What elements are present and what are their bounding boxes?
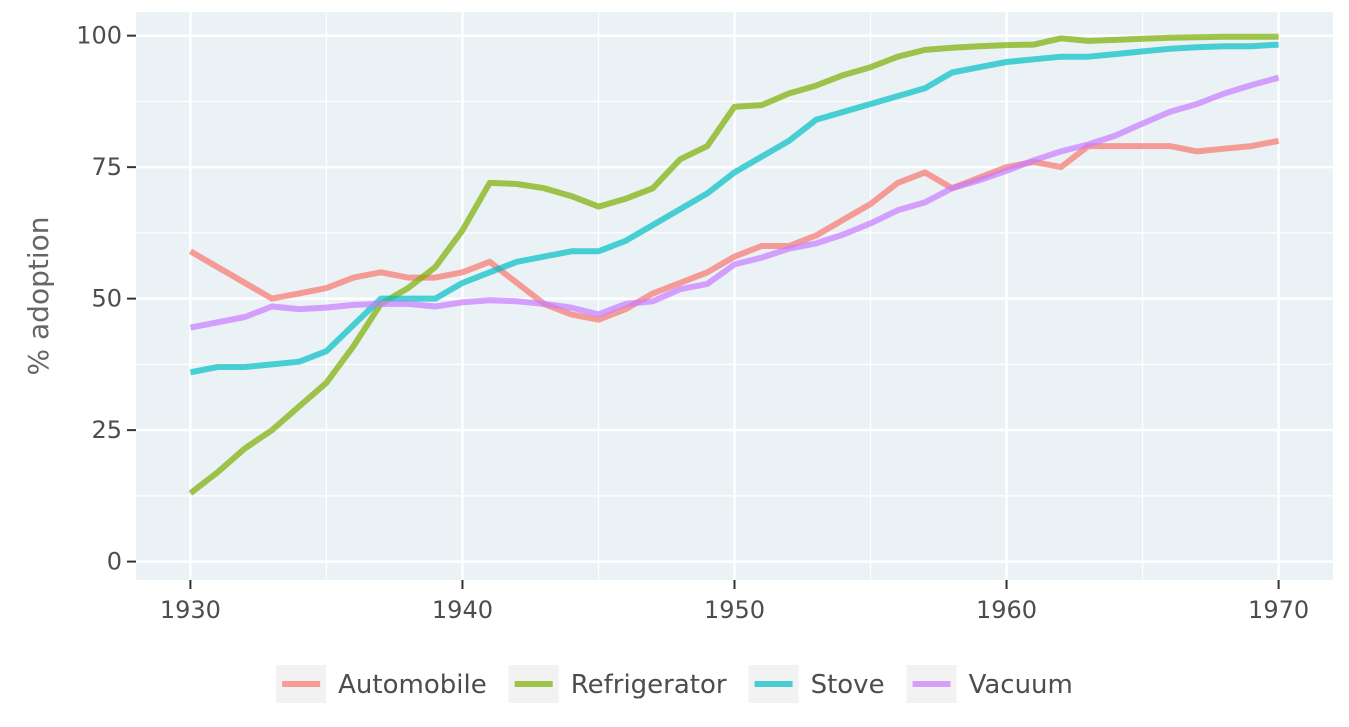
x-axis: 1930 1940 1950 1960 1970	[160, 580, 1309, 624]
x-tick-label: 1930	[160, 596, 221, 624]
x-tick-label: 1970	[1248, 596, 1309, 624]
y-tick-label: 75	[91, 153, 122, 181]
legend: Automobile Refrigerator Stove Vacuum	[276, 665, 1073, 703]
series-line-stove	[189, 41, 1279, 376]
legend-label-stove: Stove	[811, 670, 885, 700]
legend-label-vacuum: Vacuum	[969, 670, 1073, 700]
x-tick-label: 1960	[976, 596, 1037, 624]
legend-label-refrigerator: Refrigerator	[571, 670, 727, 700]
series-lines	[188, 33, 1280, 496]
y-axis-title: % adoption	[22, 217, 55, 376]
x-tick-label: 1940	[432, 596, 493, 624]
series-line-vacuum	[189, 74, 1280, 331]
y-axis: 0 25 50 75 100	[76, 22, 136, 576]
x-tick-label: 1950	[704, 596, 765, 624]
legend-label-automobile: Automobile	[338, 670, 487, 700]
series-line-automobile	[188, 137, 1280, 323]
y-tick-label: 50	[91, 285, 122, 313]
y-tick-label: 25	[91, 416, 122, 444]
y-tick-label: 0	[107, 548, 122, 576]
major-gridlines	[136, 12, 1333, 580]
y-tick-label: 100	[76, 22, 122, 50]
series-line-refrigerator	[188, 33, 1279, 496]
